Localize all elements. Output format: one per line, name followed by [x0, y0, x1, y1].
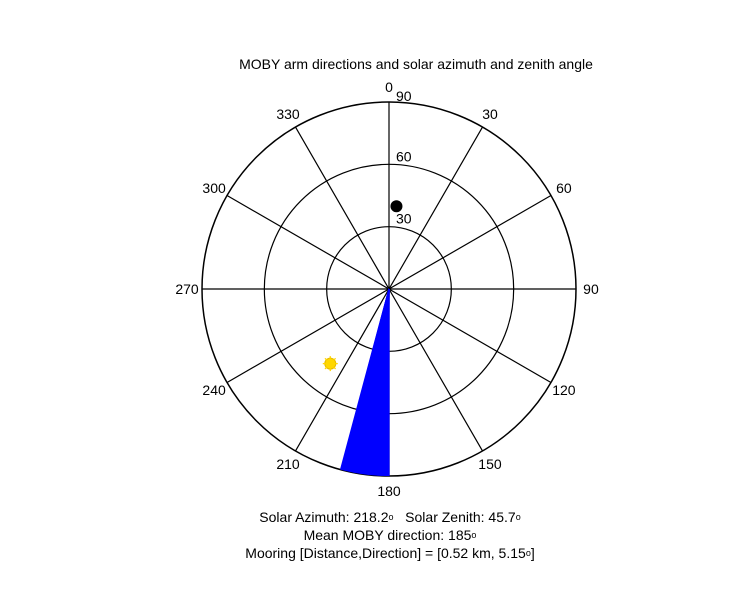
mooring-text-end: ]	[530, 545, 535, 561]
angle-tick-label: 210	[276, 456, 300, 472]
degree-sign: o	[525, 548, 531, 558]
radial-tick-label: 30	[396, 211, 412, 227]
angle-tick-label: 120	[552, 382, 576, 398]
sun-ray	[324, 357, 328, 361]
radial-tick-label: 90	[396, 88, 412, 104]
chart-title: MOBY arm directions and solar azimuth an…	[239, 56, 593, 72]
data-series	[322, 200, 403, 477]
degree-sign: o	[471, 530, 477, 540]
sun-ray	[333, 366, 337, 370]
mean-direction-text: Mean MOBY direction: 185	[303, 527, 472, 543]
moby-arm-direction-line	[339, 288, 390, 470]
mean-direction-caption: Mean MOBY direction: 185o	[0, 526, 750, 544]
radial-tick-label: 60	[396, 148, 412, 164]
mooring-caption: Mooring [Distance,Direction] = [0.52 km,…	[0, 544, 750, 562]
angle-tick-label: 90	[583, 281, 599, 297]
angle-tick-label: 150	[478, 456, 502, 472]
angle-tick-label: 0	[385, 79, 393, 95]
sun-ray	[324, 366, 328, 370]
mooring-marker	[390, 200, 403, 213]
angle-tick-label: 60	[556, 180, 572, 196]
degree-sign: o	[388, 512, 394, 522]
angle-tick-label: 300	[202, 180, 226, 196]
tick-labels: 0 30 60 90 120 150 180 210 240 270 300 330 30 60 90	[175, 79, 599, 499]
angle-tick-label: 240	[202, 382, 226, 398]
sun-ray	[333, 357, 337, 361]
mooring-text: Mooring [Distance,Direction] = [0.52 km,…	[245, 545, 526, 561]
angle-tick-label: 330	[276, 106, 300, 122]
angle-tick-label: 180	[377, 483, 401, 499]
solar-azimuth-text: Solar Azimuth: 218.2	[259, 509, 389, 525]
angle-tick-label: 270	[175, 281, 199, 297]
degree-sign: o	[515, 512, 521, 522]
solar-caption: Solar Azimuth: 218.2o Solar Zenith: 45.7…	[0, 508, 750, 526]
solar-zenith-text: Solar Zenith: 45.7	[405, 509, 516, 525]
angle-tick-label: 30	[482, 106, 498, 122]
